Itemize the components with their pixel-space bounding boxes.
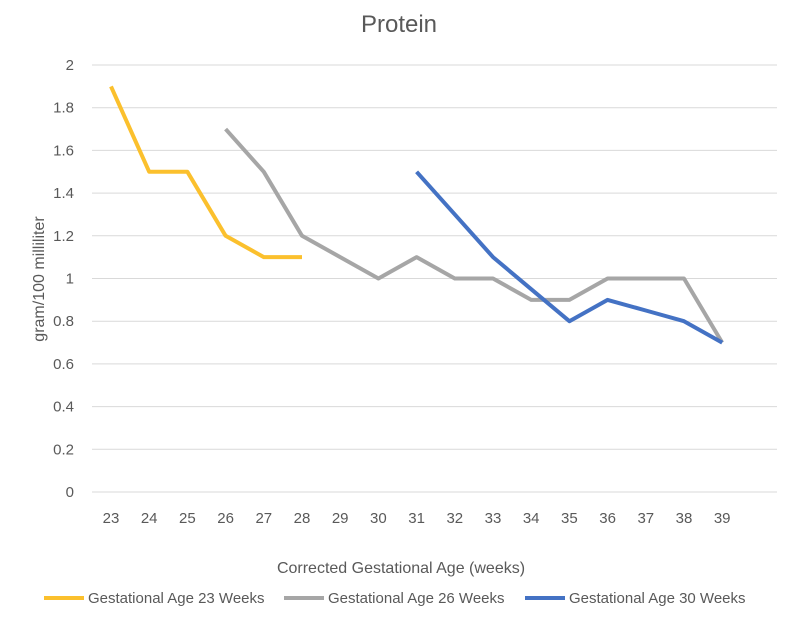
x-tick-label: 35 — [561, 510, 578, 527]
x-axis-title: Corrected Gestational Age (weeks) — [277, 560, 525, 577]
x-axis-ticks: 23 24 25 26 27 28 29 30 31 32 33 34 35 36 37 38 39 — [103, 510, 731, 527]
y-tick-label: 0.8 — [53, 313, 74, 330]
x-tick-label: 36 — [599, 510, 616, 527]
y-tick-label: 0.2 — [53, 441, 74, 458]
x-tick-label: 38 — [676, 510, 693, 527]
y-tick-label: 0.6 — [53, 356, 74, 373]
x-tick-label: 37 — [637, 510, 654, 527]
y-tick-label: 1.2 — [53, 228, 74, 245]
y-tick-label: 1.4 — [53, 185, 74, 202]
y-tick-label: 1 — [66, 271, 74, 288]
y-tick-label: 1.8 — [53, 100, 74, 117]
legend-label: Gestational Age 30 Weeks — [569, 590, 746, 607]
x-tick-label: 26 — [217, 510, 234, 527]
x-tick-label: 31 — [408, 510, 425, 527]
x-tick-label: 24 — [141, 510, 158, 527]
grid-lines — [92, 64, 777, 493]
x-tick-label: 30 — [370, 510, 387, 527]
y-axis-ticks: 0 0.2 0.4 0.6 0.8 1 1.2 1.4 1.6 1.8 2 — [53, 57, 74, 501]
x-tick-label: 28 — [294, 510, 311, 527]
legend-label: Gestational Age 23 Weeks — [88, 590, 265, 607]
x-tick-label: 27 — [255, 510, 272, 527]
y-tick-label: 1.6 — [53, 142, 74, 159]
y-tick-label: 0.4 — [53, 399, 74, 416]
y-axis-title: gram/100 milliliter — [31, 216, 48, 342]
series-line-1 — [109, 85, 302, 260]
x-tick-label: 32 — [446, 510, 463, 527]
y-tick-label: 2 — [66, 57, 74, 74]
x-tick-label: 29 — [332, 510, 349, 527]
x-tick-label: 25 — [179, 510, 196, 527]
x-tick-label: 34 — [523, 510, 540, 527]
x-tick-label: 23 — [103, 510, 120, 527]
series-line-3 — [415, 170, 724, 345]
x-tick-label: 39 — [714, 510, 731, 527]
series-lines — [109, 85, 724, 345]
y-tick-label: 0 — [66, 484, 74, 501]
x-tick-label: 33 — [485, 510, 502, 527]
legend: Gestational Age 23 Weeks Gestational Age … — [44, 590, 746, 607]
legend-label: Gestational Age 26 Weeks — [328, 590, 505, 607]
series-line-2 — [224, 127, 724, 344]
chart-title: Protein — [361, 11, 437, 38]
